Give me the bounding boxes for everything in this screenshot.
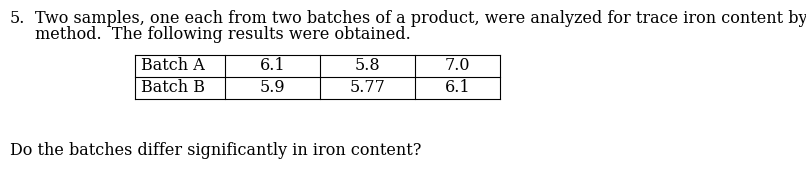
Text: 5.: 5. — [10, 10, 25, 27]
Text: method.  The following results were obtained.: method. The following results were obtai… — [35, 26, 411, 43]
Text: 6.1: 6.1 — [445, 80, 471, 97]
Text: Batch B: Batch B — [141, 80, 205, 97]
Text: 5.77: 5.77 — [350, 80, 385, 97]
Text: Do the batches differ significantly in iron content?: Do the batches differ significantly in i… — [10, 142, 422, 159]
Text: 6.1: 6.1 — [260, 57, 285, 74]
Text: Batch A: Batch A — [141, 57, 205, 74]
Text: 5.9: 5.9 — [260, 80, 285, 97]
Text: 5.8: 5.8 — [355, 57, 380, 74]
Text: 7.0: 7.0 — [445, 57, 470, 74]
Text: Two samples, one each from two batches of a product, were analyzed for trace iro: Two samples, one each from two batches o… — [35, 10, 806, 27]
